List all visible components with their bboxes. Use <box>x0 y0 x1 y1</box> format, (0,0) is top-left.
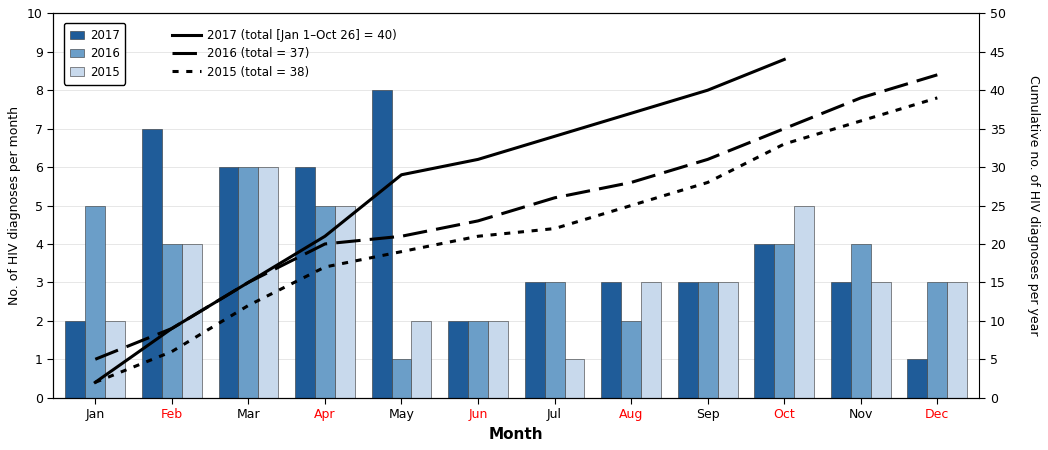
Bar <box>908 359 927 398</box>
Bar <box>871 283 891 398</box>
Bar <box>794 206 814 398</box>
Bar <box>219 167 239 398</box>
Bar <box>698 283 718 398</box>
Bar <box>947 283 967 398</box>
X-axis label: Month: Month <box>489 427 544 441</box>
Bar <box>296 167 315 398</box>
Bar <box>258 167 278 398</box>
Bar <box>161 244 181 398</box>
Bar <box>449 321 468 398</box>
Bar <box>335 206 355 398</box>
Y-axis label: No. of HIV diagnoses per month: No. of HIV diagnoses per month <box>8 106 21 305</box>
Bar <box>181 244 201 398</box>
Bar <box>851 244 871 398</box>
Bar <box>488 321 508 398</box>
Bar <box>831 283 851 398</box>
Bar <box>755 244 774 398</box>
Bar <box>105 321 125 398</box>
Bar <box>774 244 794 398</box>
Bar <box>678 283 698 398</box>
Bar <box>239 167 258 398</box>
Bar <box>565 359 585 398</box>
Bar <box>392 359 412 398</box>
Bar <box>372 90 392 398</box>
Bar <box>412 321 432 398</box>
Bar <box>641 283 661 398</box>
Bar <box>468 321 488 398</box>
Bar <box>65 321 85 398</box>
Bar <box>545 283 565 398</box>
Legend: 2017 (total [Jan 1–Oct 26] = 40), 2016 (total = 37), 2015 (total = 38): 2017 (total [Jan 1–Oct 26] = 40), 2016 (… <box>166 23 402 85</box>
Y-axis label: Cumulative no. of HIV diagnoses per year: Cumulative no. of HIV diagnoses per year <box>1027 75 1040 336</box>
Bar <box>927 283 947 398</box>
Bar <box>85 206 105 398</box>
Bar <box>602 283 621 398</box>
Bar <box>525 283 545 398</box>
Bar <box>621 321 641 398</box>
Bar <box>141 129 161 398</box>
Bar <box>315 206 335 398</box>
Bar <box>718 283 738 398</box>
